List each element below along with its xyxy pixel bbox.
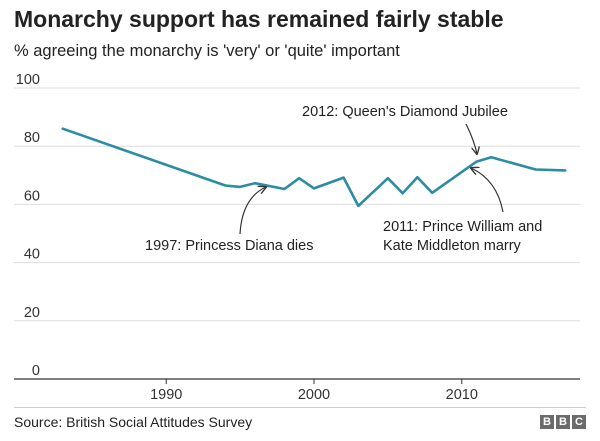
bbc-logo-letter: C xyxy=(572,415,586,429)
annotation-diana-arrow xyxy=(239,187,266,235)
bbc-logo-letter: B xyxy=(540,415,554,429)
y-tick-label: 0 xyxy=(32,363,40,379)
annotation-diana-text: 1997: Princess Diana dies xyxy=(145,238,313,254)
x-tick-label: 2010 xyxy=(446,387,478,403)
x-tick-label: 1990 xyxy=(150,387,182,403)
annotation-diana: 1997: Princess Diana dies xyxy=(145,187,313,254)
x-tick-label: 2000 xyxy=(298,387,330,403)
grid-lines xyxy=(14,87,580,380)
bbc-logo-letter: B xyxy=(556,415,570,429)
annotation-wedding: 2011: Prince William and Kate Middleton … xyxy=(383,168,542,254)
chart-title: Monarchy support has remained fairly sta… xyxy=(14,6,504,32)
bbc-logo: B B C xyxy=(540,415,586,429)
annotation-jubilee-arrow xyxy=(465,123,477,154)
chart-subtitle: % agreeing the monarchy is 'very' or 'qu… xyxy=(14,42,400,60)
y-tick-labels: 0 20 40 60 80 100 xyxy=(16,72,40,379)
annotation-jubilee-text: 2012: Queen's Diamond Jubilee xyxy=(302,104,508,120)
series-line xyxy=(61,127,567,208)
x-tick-labels: 1990 2000 2010 xyxy=(150,379,478,403)
footer-divider xyxy=(14,407,586,408)
annotation-wedding-line-1: 2011: Prince William and xyxy=(383,219,542,235)
y-tick-label: 80 xyxy=(24,130,40,146)
y-tick-label: 60 xyxy=(24,188,40,204)
series xyxy=(61,127,567,208)
y-tick-label: 100 xyxy=(16,72,40,88)
y-tick-label: 20 xyxy=(24,305,40,321)
annotation-jubilee: 2012: Queen's Diamond Jubilee xyxy=(302,104,508,154)
y-tick-label: 40 xyxy=(24,247,40,263)
annotation-wedding-line-2: Kate Middleton marry xyxy=(383,238,522,254)
annotation-wedding-arrow xyxy=(471,168,504,213)
source-note: Source: British Social Attitudes Survey xyxy=(14,414,253,430)
